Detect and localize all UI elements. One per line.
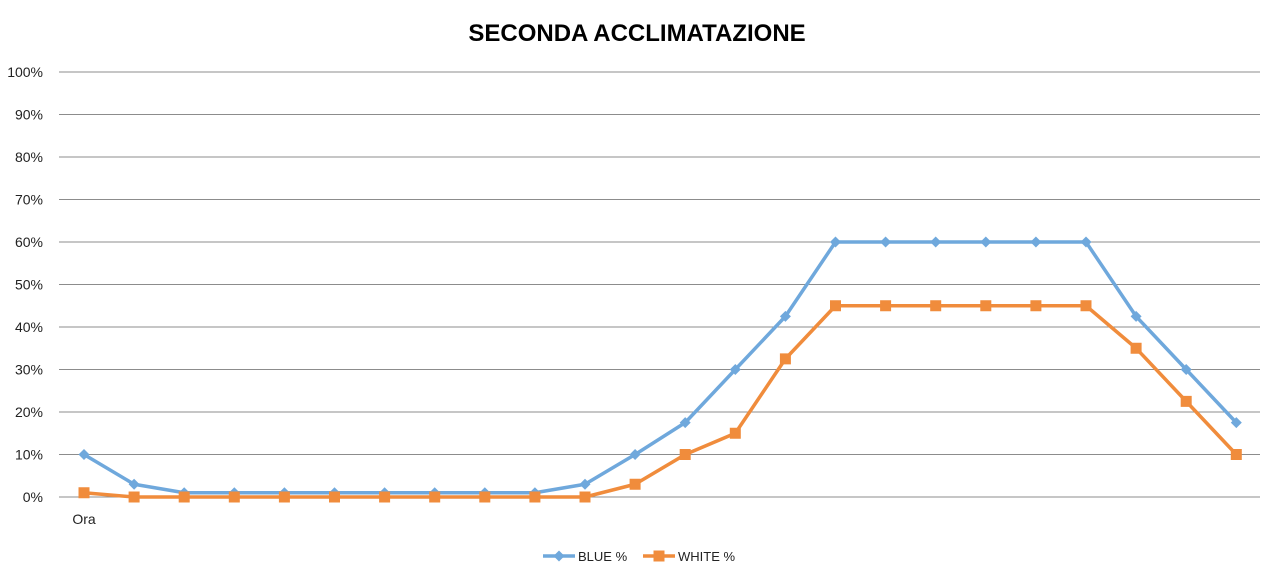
y-axis-tick-labels: 100% 90% 80% 70% 60% 50% 40% 30% 20% 10% 0% <box>7 64 43 505</box>
data-point <box>379 491 391 503</box>
y-tick-label: 60% <box>15 234 43 250</box>
data-point <box>228 491 240 503</box>
x-tick-label: Ora <box>72 511 96 527</box>
data-point <box>1130 342 1142 354</box>
legend-marker <box>653 550 665 562</box>
legend-marker <box>553 550 565 562</box>
y-tick-label: 100% <box>7 64 43 80</box>
data-point <box>629 449 641 460</box>
legend-item: BLUE % <box>543 549 628 564</box>
data-point <box>479 491 491 503</box>
y-tick-label: 30% <box>15 362 43 378</box>
data-point <box>729 364 741 375</box>
data-point <box>629 478 641 490</box>
data-point <box>1130 310 1142 322</box>
data-point <box>980 236 992 248</box>
data-point <box>930 236 942 248</box>
data-point <box>1080 236 1092 248</box>
data-point <box>128 491 140 503</box>
data-point <box>880 300 892 312</box>
series-line <box>83 240 1238 495</box>
data-point <box>329 491 340 503</box>
data-point <box>679 449 691 460</box>
y-tick-label: 20% <box>15 404 43 420</box>
y-tick-label: 50% <box>15 277 43 293</box>
y-tick-label: 10% <box>15 447 43 463</box>
x-axis-tick-labels: Ora <box>72 511 96 527</box>
data-point <box>830 236 841 248</box>
legend: BLUE % WHITE % <box>543 549 735 564</box>
series-lines <box>78 236 1242 503</box>
data-point <box>1030 300 1042 312</box>
y-tick-label: 70% <box>15 192 43 208</box>
data-point <box>980 300 992 312</box>
y-tick-label: 90% <box>15 107 43 123</box>
data-point <box>579 478 591 490</box>
grid-lines <box>59 71 1260 498</box>
legend-item: WHITE % <box>643 549 735 564</box>
data-point <box>930 300 942 312</box>
data-point <box>78 487 90 499</box>
data-point <box>529 491 541 503</box>
data-point <box>78 449 90 460</box>
data-point <box>830 300 841 312</box>
legend-label: WHITE % <box>678 549 735 564</box>
data-point <box>278 491 290 503</box>
legend-label: BLUE % <box>578 549 628 564</box>
y-tick-label: 0% <box>23 489 43 505</box>
data-point <box>1080 300 1092 312</box>
series-line <box>83 304 1238 499</box>
y-tick-label: 80% <box>15 149 43 165</box>
data-point <box>1180 395 1192 407</box>
data-point <box>1230 417 1242 429</box>
series-white <box>78 300 1242 503</box>
data-point <box>429 491 441 503</box>
data-point <box>1180 364 1192 375</box>
data-point <box>880 236 892 248</box>
data-point <box>779 310 791 322</box>
data-point <box>1230 449 1242 460</box>
data-point <box>178 491 190 503</box>
y-tick-label: 40% <box>15 319 43 335</box>
data-point <box>729 427 741 439</box>
data-point <box>679 417 691 429</box>
data-point <box>128 478 140 490</box>
series-blue <box>78 236 1242 499</box>
data-point <box>779 353 791 365</box>
data-point <box>579 491 591 503</box>
data-point <box>1030 236 1042 248</box>
chart-title: SECONDA ACCLIMATAZIONE <box>468 20 805 47</box>
